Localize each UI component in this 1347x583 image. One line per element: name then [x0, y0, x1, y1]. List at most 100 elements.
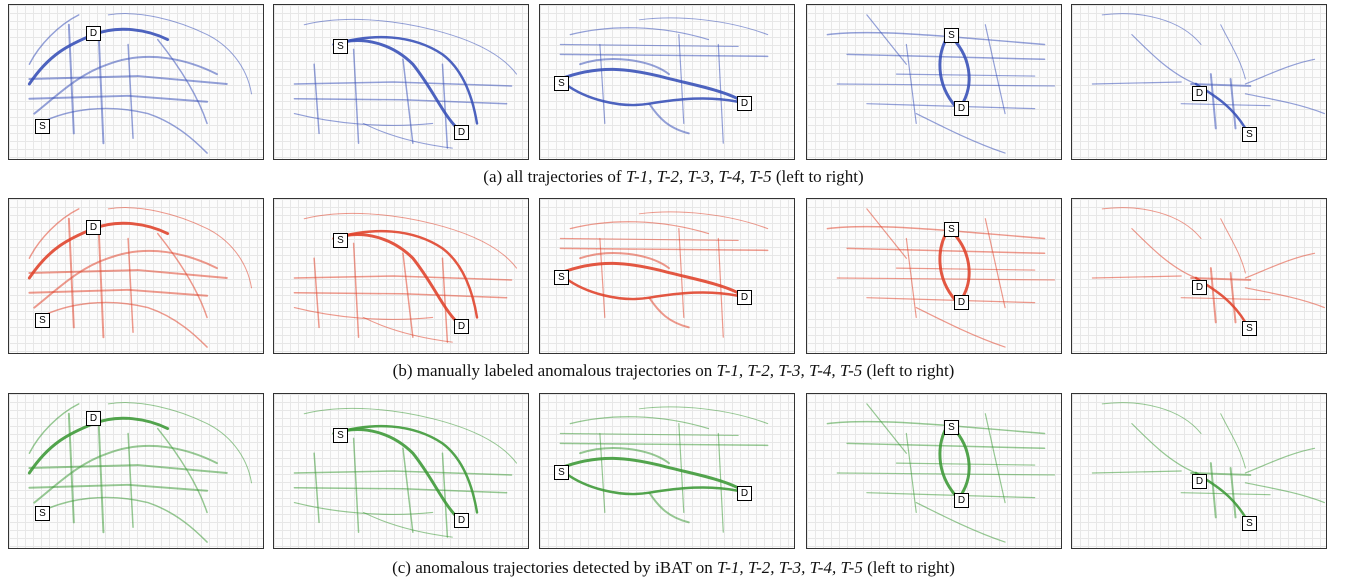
trajectory-path — [1209, 462, 1217, 519]
map-panel-c-t5: D S — [1071, 393, 1327, 549]
trajectory-path — [599, 43, 606, 125]
destination-marker: D — [1192, 474, 1207, 489]
trajectory-path — [579, 58, 670, 76]
map-panel-c-t2: S D — [273, 393, 529, 549]
trajectory-path — [1220, 413, 1246, 469]
trajectory-path — [717, 43, 724, 144]
trajectory-path — [156, 427, 208, 514]
trajectory-path — [846, 442, 1046, 450]
trajectory-path — [1190, 471, 1252, 476]
trajectory-path — [402, 252, 414, 338]
trajectory-path — [33, 444, 218, 504]
trajectory-path — [402, 58, 414, 144]
trajectory-path — [156, 38, 208, 125]
trajectory-plot — [826, 208, 1056, 348]
trajectory-path — [293, 470, 513, 476]
trajectory-path — [905, 432, 917, 514]
trajectory-plot — [293, 212, 517, 343]
trajectory-path — [28, 269, 228, 279]
destination-marker: D — [86, 411, 101, 426]
source-marker: S — [333, 39, 348, 54]
trajectory-path — [559, 442, 769, 447]
trajectory-path — [915, 501, 1006, 543]
caption-suffix: (left to right) — [866, 361, 955, 380]
destination-marker: D — [1192, 280, 1207, 295]
trajectory-path — [1101, 207, 1202, 239]
trajectory-path — [826, 225, 1046, 240]
trajectory-path — [559, 43, 739, 48]
trajectory-path — [564, 82, 740, 107]
destination-marker: D — [737, 290, 752, 305]
trajectory-path — [559, 237, 739, 242]
trajectory-path — [905, 237, 917, 319]
source-marker: S — [1242, 516, 1257, 531]
trajectory-path — [1190, 276, 1252, 281]
caption-ids: T-1, T-2, T-3, T-4, T-5 — [716, 361, 863, 380]
trajectory-path — [564, 471, 740, 496]
trajectory-path — [866, 297, 1036, 304]
map-panel-b-t1: D S — [8, 198, 264, 354]
trajectory-path — [107, 207, 252, 289]
map-panel-c-t1: D S — [8, 393, 264, 549]
trajectory-path — [362, 511, 453, 538]
trajectory-path — [303, 407, 517, 464]
trajectory-path — [846, 53, 1046, 61]
trajectory-path — [1180, 297, 1271, 301]
trajectory-path — [293, 306, 434, 320]
trajectory-path — [293, 292, 508, 299]
map-panel-a-t1: D S — [8, 4, 264, 160]
trajectory-path — [1180, 492, 1271, 496]
trajectory-path — [441, 452, 449, 538]
trajectory-path — [866, 492, 1036, 499]
map-panel-b-t3: S D — [539, 198, 795, 354]
trajectory-path — [1244, 252, 1316, 279]
trajectory-path — [1180, 103, 1271, 107]
trajectory-path — [915, 306, 1006, 348]
trajectory-path — [558, 261, 740, 295]
trajectory-path — [127, 237, 134, 334]
trajectory-plot — [293, 18, 517, 149]
trajectory-path — [28, 288, 209, 297]
trajectory-path — [38, 496, 208, 543]
trajectory-plot — [826, 14, 1056, 154]
trajectory-path — [1229, 78, 1237, 130]
map-panel-a-t4: S D — [806, 4, 1062, 160]
trajectory-path — [107, 13, 252, 95]
caption-ids: T-1, T-2, T-3, T-4, T-5 — [717, 558, 863, 577]
caption-suffix: (left to right) — [775, 167, 864, 186]
trajectory-path — [1091, 470, 1182, 474]
trajectory-path — [28, 483, 209, 492]
trajectory-path — [648, 491, 690, 524]
trajectory-path — [938, 33, 958, 109]
trajectory-path — [303, 212, 517, 269]
trajectory-path — [678, 228, 685, 319]
trajectory-path — [402, 447, 414, 533]
trajectory-path — [67, 23, 75, 135]
trajectory-path — [895, 462, 1036, 466]
trajectory-path — [564, 276, 740, 301]
trajectory-path — [1244, 482, 1325, 504]
trajectory-path — [97, 222, 105, 339]
trajectory-path — [678, 423, 685, 514]
trajectory-path — [127, 432, 134, 529]
trajectory-path — [107, 402, 252, 484]
trajectory-path — [28, 94, 209, 103]
trajectory-path — [1101, 402, 1202, 434]
trajectory-path — [38, 107, 208, 154]
trajectory-path — [313, 63, 320, 135]
destination-marker: D — [454, 125, 469, 140]
source-marker: S — [554, 270, 569, 285]
caption-text: (c) anomalous trajectories detected by i… — [392, 558, 713, 577]
trajectory-path — [1244, 58, 1316, 85]
trajectory-path — [579, 252, 670, 270]
trajectory-plot — [826, 403, 1056, 543]
trajectory-plot — [558, 211, 769, 338]
trajectory-path — [846, 247, 1046, 255]
trajectory-plot — [27, 207, 252, 348]
trajectory-path — [717, 432, 724, 533]
trajectory-path — [938, 227, 958, 303]
source-marker: S — [944, 28, 959, 43]
trajectory-path — [947, 33, 971, 109]
trajectory-path — [1244, 287, 1325, 309]
trajectory-path — [826, 420, 1046, 435]
